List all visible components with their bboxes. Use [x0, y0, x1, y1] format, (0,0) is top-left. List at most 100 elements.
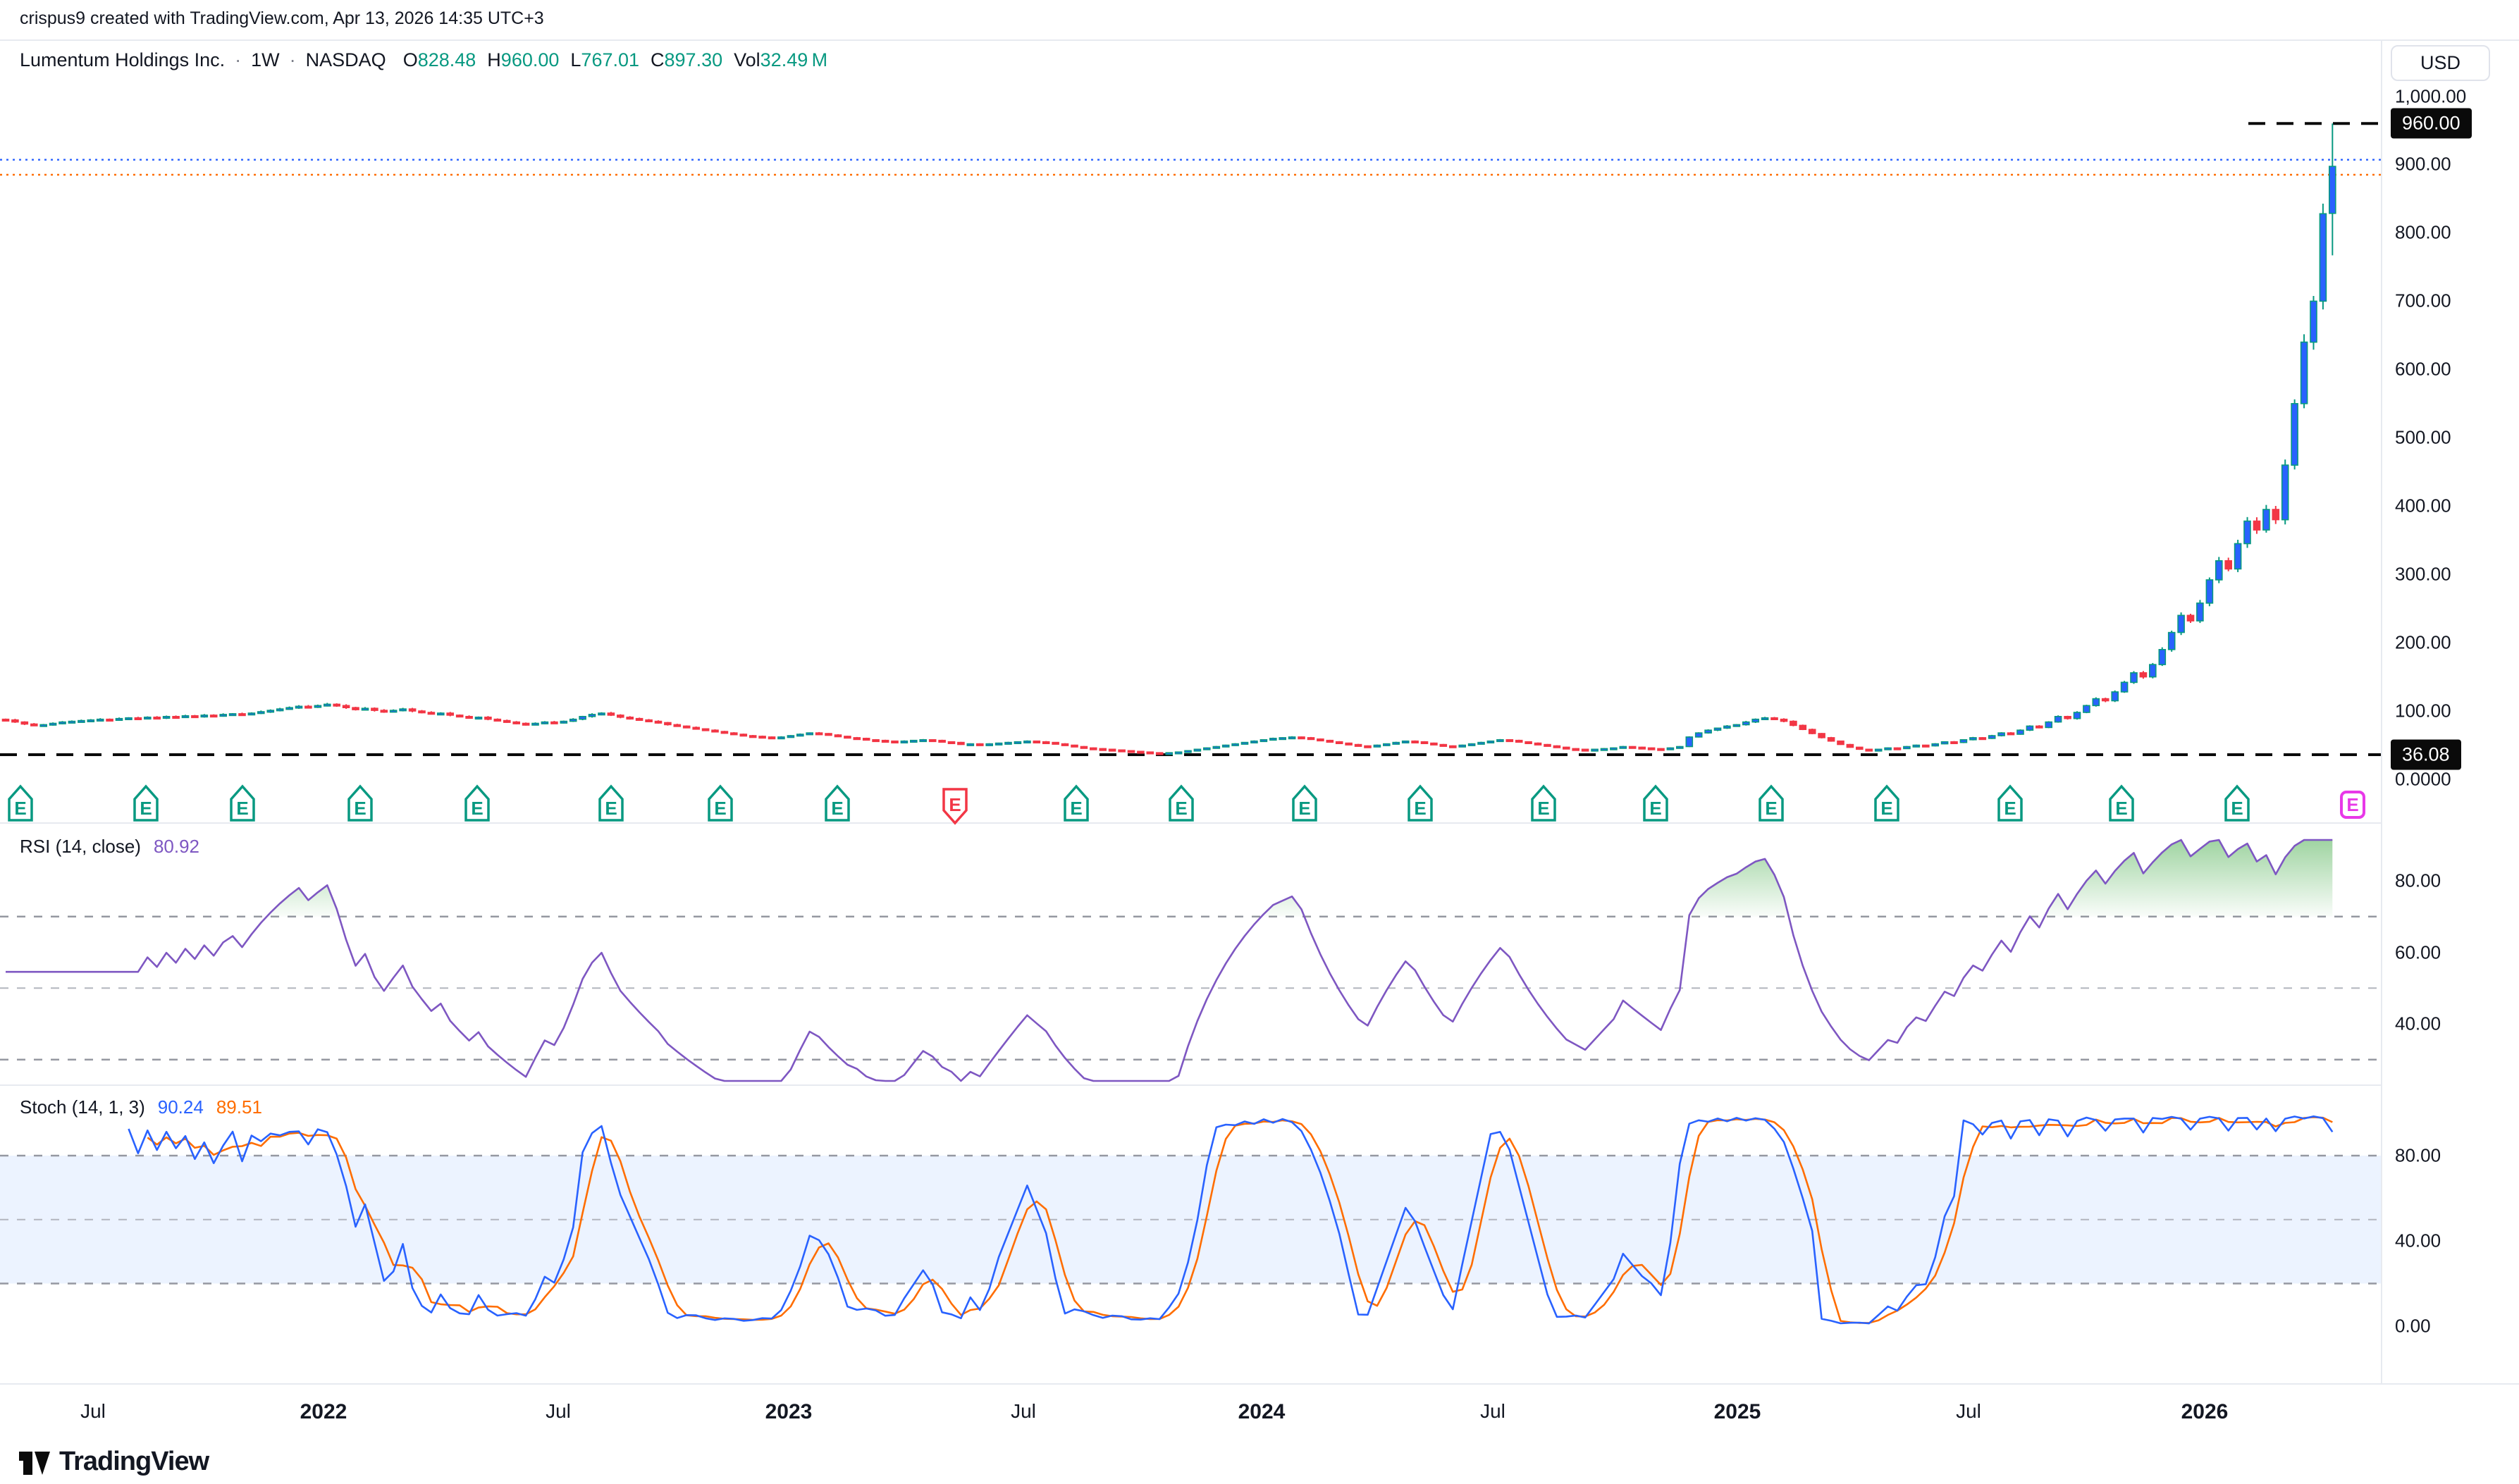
candle-body [436, 712, 445, 716]
earnings-icon[interactable] [1408, 784, 1433, 822]
candle-body [1023, 740, 1031, 743]
candle-body [427, 712, 436, 715]
earnings-icon[interactable] [464, 784, 490, 822]
candle-body [1146, 751, 1154, 755]
candle-body [844, 736, 851, 739]
earnings-icon-letter: E [605, 798, 617, 819]
candle-body [2035, 725, 2043, 729]
candle-body [1174, 751, 1183, 755]
candle-body [1212, 746, 1221, 749]
candle-body [1260, 739, 1268, 743]
candle-body [1799, 724, 1807, 731]
candle-body [1127, 750, 1135, 753]
candle-body [30, 723, 38, 726]
earnings-icon[interactable] [942, 788, 968, 825]
earnings-icon[interactable] [1531, 784, 1556, 822]
candle-body [2007, 732, 2015, 736]
time-axis[interactable]: Jul 2022 Jul 2023 Jul 2024 Jul 2025 Jul 2026 [0, 1383, 2519, 1442]
earnings-icon[interactable] [2340, 791, 2365, 819]
price-axis-label: 300.00 [2395, 563, 2451, 585]
stoch-legend[interactable]: Stoch (14, 1, 3) 90.24 89.51 [20, 1096, 262, 1118]
candle-body [1581, 748, 1589, 752]
high-label: H [487, 49, 501, 70]
candle-body [2291, 402, 2298, 466]
candle-body [181, 715, 190, 719]
earnings-icon-letter: E [14, 798, 26, 819]
earnings-icon[interactable] [1643, 784, 1668, 822]
candle-body [720, 731, 729, 734]
symbol-name[interactable]: Lumentum Holdings Inc. [20, 49, 226, 70]
earnings-icon[interactable] [1874, 784, 1899, 822]
candle-body [125, 717, 133, 721]
symbol-interval[interactable]: 1W [251, 49, 280, 70]
candle-body [607, 712, 615, 716]
candle-body [2186, 614, 2195, 622]
brand[interactable]: TradingView [18, 1445, 209, 1478]
candle-body [134, 717, 142, 721]
candle-body [2319, 213, 2327, 302]
candle-body [550, 721, 558, 724]
earnings-icon[interactable] [708, 784, 733, 822]
earnings-icon[interactable] [2109, 784, 2134, 822]
earnings-icon[interactable] [133, 784, 159, 822]
candle-body [2300, 341, 2308, 404]
low-label: L [570, 49, 581, 70]
rsi-title[interactable]: RSI (14, close) [20, 836, 141, 857]
symbol-legend[interactable]: Lumentum Holdings Inc. · 1W · NASDAQ O82… [20, 49, 827, 71]
price-axis-label: 200.00 [2395, 631, 2451, 653]
price-axis-label: 100.00 [2395, 700, 2451, 722]
earnings-icon[interactable] [2224, 784, 2250, 822]
earnings-icon[interactable] [1759, 784, 1784, 822]
candle-body [1279, 737, 1286, 741]
time-tick-month: Jul [1480, 1400, 1505, 1422]
candle-body [1827, 737, 1835, 742]
candle-body [238, 713, 246, 717]
time-tick-year: 2024 [1238, 1400, 1286, 1423]
price-axis[interactable]: USD 1,000.00 900.00 800.00 700.00 600.00 500.… [2381, 41, 2519, 1383]
candle-body [919, 739, 927, 743]
candle-body [1751, 718, 1759, 723]
candle-body [1808, 729, 1816, 734]
candle-body [1458, 744, 1466, 748]
candle-body [1988, 735, 1996, 739]
candle-body [787, 735, 795, 738]
candle-body [2073, 712, 2081, 719]
earnings-icon[interactable] [1292, 784, 1317, 822]
earnings-icon[interactable] [825, 784, 850, 822]
candle-body [1657, 748, 1665, 751]
candle-body [1534, 742, 1542, 746]
earnings-icon[interactable] [230, 784, 255, 822]
earnings-icon[interactable] [1997, 784, 2023, 822]
candle-body [1373, 744, 1381, 748]
candle-body [872, 739, 880, 743]
earnings-icon-letter: E [2231, 798, 2243, 819]
candle-body [1638, 746, 1646, 750]
currency-button[interactable]: USD [2391, 45, 2491, 81]
candle-body [2092, 698, 2100, 707]
stoch-title[interactable]: Stoch (14, 1, 3) [20, 1096, 145, 1118]
earnings-icon[interactable] [598, 784, 624, 822]
rsi-legend[interactable]: RSI (14, close) 80.92 [20, 836, 199, 858]
earnings-icon[interactable] [1169, 784, 1194, 822]
candle-body [2158, 648, 2167, 665]
candle-body [512, 721, 521, 724]
candle-body [1619, 746, 1627, 749]
symbol-exchange: NASDAQ [305, 49, 386, 70]
earnings-icon[interactable] [1064, 784, 1089, 822]
candle-body [333, 703, 341, 707]
time-tick-year: 2023 [765, 1400, 813, 1423]
earnings-icon[interactable] [8, 784, 33, 822]
candle-body [1071, 744, 1078, 748]
earnings-icon[interactable] [347, 784, 373, 822]
candle-body [465, 715, 473, 719]
candle-body [1165, 752, 1173, 755]
candle-body [408, 708, 417, 712]
candle-body [162, 715, 171, 719]
candle-body [115, 717, 123, 722]
candle-body [2215, 559, 2223, 581]
candle-body [1940, 741, 1949, 745]
stoch-k-value: 90.24 [157, 1096, 204, 1118]
candle-body [172, 715, 180, 719]
